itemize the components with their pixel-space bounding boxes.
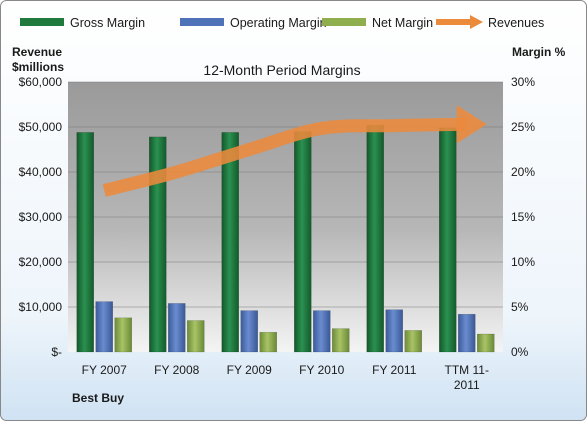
bar-operating-margin — [385, 309, 403, 353]
right-axis-ticks: 0% 5% 10% 15% 20% 25% 30% — [511, 75, 535, 359]
legend-swatch-gross-margin — [20, 18, 64, 26]
bar-gross-margin — [76, 132, 94, 353]
company-label: Best Buy — [72, 391, 124, 405]
bar-net-margin — [332, 328, 350, 353]
left-axis-label-line1: Revenue — [12, 45, 62, 59]
revenues-line — [102, 117, 467, 197]
bar-net-margin — [259, 331, 277, 353]
bar-net-margin — [404, 330, 422, 353]
left-tick-label: $10,000 — [19, 300, 63, 314]
chart-title: 12-Month Period Margins — [203, 62, 360, 78]
bar-operating-margin — [458, 313, 476, 353]
bar-gross-margin — [366, 124, 384, 353]
legend-arrowhead-revenues — [470, 15, 483, 29]
x-axis-labels: FY 2007 FY 2008 FY 2009 FY 2010 FY 2011 TTM 1… — [82, 363, 489, 392]
right-tick-label: 25% — [511, 120, 535, 134]
bar-operating-margin — [313, 310, 331, 353]
bar-operating-margin — [95, 301, 113, 353]
x-category-label: 2011 — [454, 378, 480, 392]
left-tick-label: $50,000 — [19, 120, 63, 134]
left-tick-label: $60,000 — [19, 75, 63, 89]
revenues-arrowhead — [456, 105, 487, 144]
right-tick-label: 20% — [511, 165, 535, 179]
legend-swatch-net-margin — [322, 18, 366, 26]
right-tick-label: 15% — [511, 210, 535, 224]
right-axis-label: Margin % — [512, 45, 566, 59]
legend-swatch-operating-margin — [180, 18, 224, 26]
right-tick-label: 10% — [511, 255, 535, 269]
revenue-line — [102, 105, 487, 197]
x-category-label: FY 2010 — [299, 363, 344, 377]
left-tick-label: $20,000 — [19, 255, 63, 269]
x-category-label: FY 2011 — [372, 363, 417, 377]
left-tick-label: $30,000 — [19, 210, 63, 224]
x-category-label: TTM 11- — [445, 363, 489, 377]
bar-operating-margin — [240, 310, 258, 353]
legend-label-operating-margin: Operating Margin — [230, 16, 327, 30]
bar-gross-margin — [294, 131, 312, 353]
legend-label-gross-margin: Gross Margin — [70, 16, 145, 30]
bars — [76, 124, 495, 353]
x-category-label: FY 2009 — [227, 363, 272, 377]
right-tick-label: 30% — [511, 75, 535, 89]
left-axis-ticks: $- $10,000 $20,000 $30,000 $40,000 $50,000 $60… — [19, 75, 63, 359]
right-tick-label: 0% — [511, 345, 529, 359]
bar-operating-margin — [168, 303, 186, 353]
left-tick-label: $- — [51, 345, 62, 359]
x-category-label: FY 2008 — [154, 363, 199, 377]
bar-net-margin — [187, 320, 205, 353]
left-tick-label: $40,000 — [19, 165, 63, 179]
bar-gross-margin — [149, 136, 167, 353]
legend-label-net-margin: Net Margin — [372, 16, 433, 30]
bar-net-margin — [477, 333, 495, 353]
left-axis-label-line2: $millions — [12, 60, 64, 74]
legend-label-revenues: Revenues — [488, 16, 544, 30]
bar-gross-margin — [439, 127, 457, 353]
right-tick-label: 5% — [511, 300, 529, 314]
bar-net-margin — [114, 317, 132, 353]
legend: Gross Margin Operating Margin Net Margin… — [20, 15, 544, 30]
x-category-label: FY 2007 — [82, 363, 127, 377]
bar-gross-margin — [221, 132, 239, 353]
